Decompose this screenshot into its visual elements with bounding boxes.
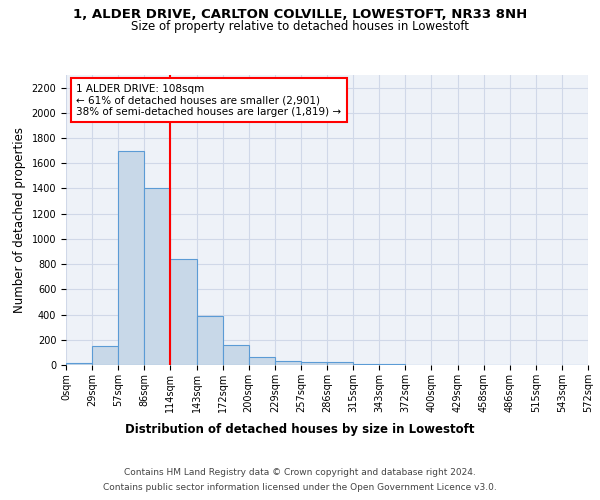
Y-axis label: Number of detached properties: Number of detached properties [13, 127, 26, 313]
Bar [249, 357, 275, 365]
Text: 1, ALDER DRIVE, CARLTON COLVILLE, LOWESTOFT, NR33 8NH: 1, ALDER DRIVE, CARLTON COLVILLE, LOWEST… [73, 8, 527, 20]
Text: Size of property relative to detached houses in Lowestoft: Size of property relative to detached ho… [131, 20, 469, 33]
Text: Contains public sector information licensed under the Open Government Licence v3: Contains public sector information licen… [103, 483, 497, 492]
Bar [197, 316, 223, 365]
Bar [118, 150, 145, 365]
Bar [327, 362, 353, 365]
Bar [170, 259, 197, 365]
Bar [92, 346, 118, 365]
Bar [223, 345, 249, 365]
Bar [301, 362, 327, 365]
Bar [275, 360, 301, 365]
Text: Distribution of detached houses by size in Lowestoft: Distribution of detached houses by size … [125, 422, 475, 436]
Text: Contains HM Land Registry data © Crown copyright and database right 2024.: Contains HM Land Registry data © Crown c… [124, 468, 476, 477]
Bar [145, 188, 170, 365]
Text: 1 ALDER DRIVE: 108sqm
← 61% of detached houses are smaller (2,901)
38% of semi-d: 1 ALDER DRIVE: 108sqm ← 61% of detached … [76, 84, 341, 117]
Bar [353, 364, 379, 365]
Bar [66, 363, 92, 365]
Bar [379, 364, 406, 365]
